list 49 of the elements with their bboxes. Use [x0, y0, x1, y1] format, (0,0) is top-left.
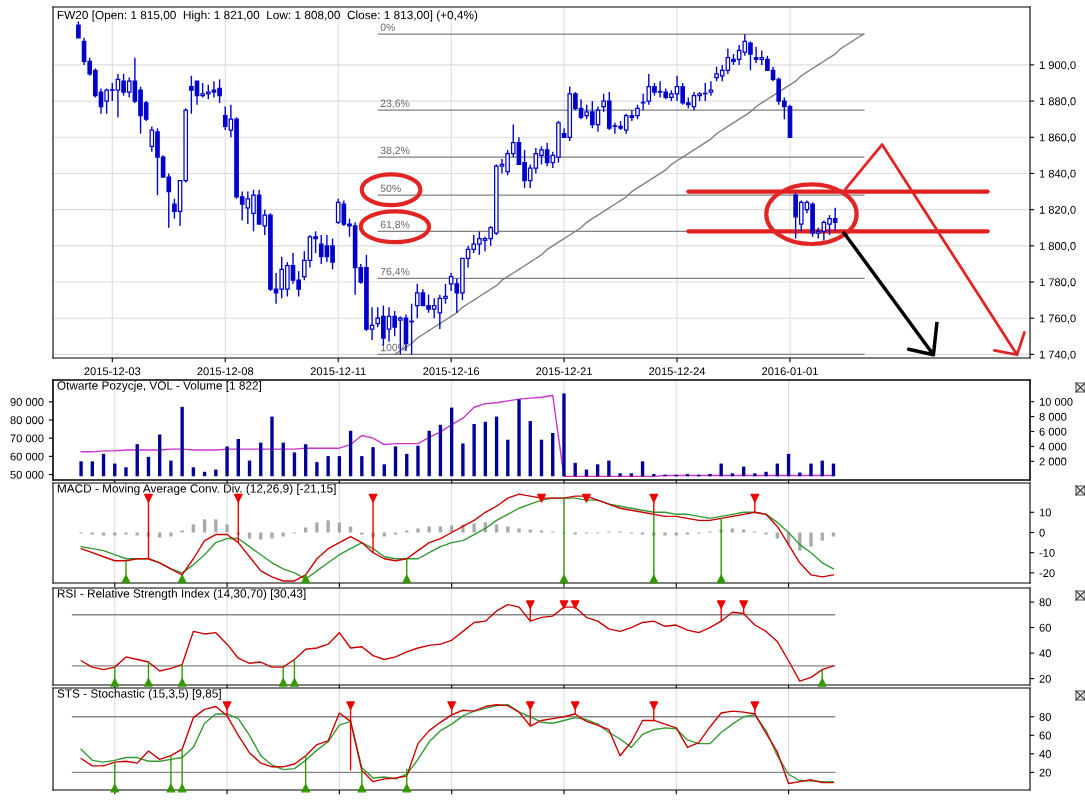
x-tick-label: 2015-12-11 — [310, 367, 366, 376]
y2-tick-label: 6 000 — [1039, 427, 1067, 436]
annotation: 50% — [380, 184, 401, 193]
chart-title: Otwarte Pozycje, VOL - Volume [1 822] — [57, 381, 262, 393]
y-tick-label: 20 — [1039, 674, 1051, 683]
y-tick-label: 80 — [1039, 713, 1051, 721]
y2-tick-label: 4 000 — [1039, 442, 1067, 451]
y-tick-label: -10 — [1039, 548, 1055, 557]
y-tick-label: 60 — [1039, 731, 1051, 740]
x-tick-label: 2015-12-16 — [423, 367, 480, 376]
y-tick-label: 80 — [1039, 598, 1051, 607]
y-tick-label: 60 000 — [10, 452, 44, 461]
x-tick-label: 2015-12-21 — [536, 367, 592, 376]
y-tick-label: 1 880,0 — [1039, 97, 1076, 107]
y-tick-label: 50 000 — [10, 470, 44, 479]
y-tick-label: 1 800,0 — [1039, 242, 1076, 252]
y2-tick-label: 2 000 — [1039, 457, 1067, 466]
y-tick-label: -20 — [1039, 569, 1055, 578]
chart-title: MACD - Moving Average Conv. Div. (12,26,9) [-21,15] — [57, 484, 336, 496]
y-tick-label: 1 840,0 — [1039, 169, 1076, 179]
chart-title: STS - Stochastic (15,3,5) [9,85] — [57, 689, 221, 701]
y-tick-label: 1 740,0 — [1039, 350, 1076, 360]
y-tick-label: 90 000 — [10, 398, 44, 406]
y-tick-label: 1 820,0 — [1039, 205, 1076, 216]
x-tick-label: 2015-12-24 — [649, 367, 706, 376]
chart-title: FW20 [Open: 1 815,00 High: 1 821,00 Low: 1 808,00 Close: 1 813,00] (+0,4%) — [57, 10, 478, 22]
x-tick-label: 2016-01-01 — [762, 367, 818, 376]
y-tick-label: 80 000 — [10, 416, 44, 425]
y-tick-label: 20 — [1039, 768, 1051, 777]
annotation: 38,2% — [380, 146, 410, 156]
chart-title: RSI - Relative Strength Index (14,30,70) [30,43] — [57, 588, 306, 600]
y-tick-label: 1 900,0 — [1039, 61, 1076, 71]
y-tick-label: 60 — [1039, 623, 1051, 632]
annotation: 0% — [380, 23, 395, 31]
x-tick-label: 2015-12-03 — [84, 367, 141, 376]
x-tick-label: 2015-12-08 — [197, 367, 254, 376]
y-tick-label: 1 760,0 — [1039, 314, 1076, 324]
y-tick-label: 0 — [1039, 528, 1045, 537]
annotation: 76,4% — [380, 267, 410, 277]
y-tick-label: 70 000 — [10, 434, 44, 443]
y-tick-label: 1 780,0 — [1039, 278, 1076, 288]
y2-tick-label: 10 000 — [1039, 397, 1073, 406]
annotation: 23,6% — [380, 99, 410, 109]
annotation: 61,8% — [380, 220, 410, 230]
y-tick-label: 40 — [1039, 649, 1051, 658]
y-tick-label: 10 — [1039, 508, 1051, 517]
y-tick-label: 1 860,0 — [1039, 133, 1076, 143]
y2-tick-label: 8 000 — [1039, 412, 1067, 421]
y-tick-label: 40 — [1039, 750, 1051, 758]
